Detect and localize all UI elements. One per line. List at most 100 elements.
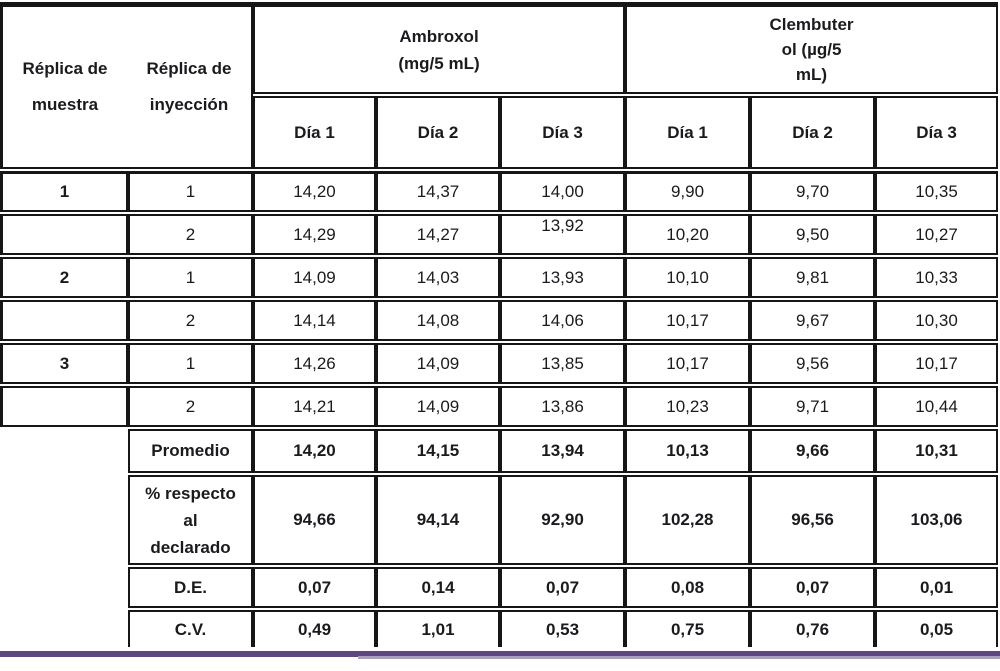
value-cell: 9,90 <box>625 171 751 212</box>
value-cell: 10,44 <box>875 386 999 427</box>
value-cell: 14,08 <box>376 300 500 341</box>
value-cell: 96,56 <box>750 475 876 565</box>
value-cell: 14,09 <box>253 257 376 298</box>
header-group-clembuterol: Clembuter ol (µg/5 mL) <box>625 2 999 94</box>
table-row: 3 1 14,26 14,09 13,85 10,17 9,56 10,17 <box>0 343 999 384</box>
header-dia-4: Día 1 <box>625 96 751 169</box>
value-cell: 9,50 <box>750 214 876 255</box>
value-cell: 0,76 <box>750 610 876 647</box>
empty-cell <box>0 475 128 565</box>
value-cell: 9,70 <box>750 171 876 212</box>
value-cell: 9,66 <box>750 429 876 473</box>
value-cell: 14,09 <box>376 343 500 384</box>
purple-bar-dark <box>0 651 1000 657</box>
value-cell: 14,00 <box>500 171 626 212</box>
value-cell: 10,17 <box>875 343 999 384</box>
value-cell: 10,17 <box>625 343 751 384</box>
table-row: 2 1 14,09 14,03 13,93 10,10 9,81 10,33 <box>0 257 999 298</box>
value-cell: 10,31 <box>875 429 999 473</box>
value-cell: 94,66 <box>253 475 376 565</box>
value-cell: 13,93 <box>500 257 626 298</box>
value-cell: 14,06 <box>500 300 626 341</box>
value-cell: 10,23 <box>625 386 751 427</box>
value-cell: 0,07 <box>750 567 876 608</box>
purple-bar-light <box>358 656 1000 659</box>
value-cell: 14,29 <box>253 214 376 255</box>
header-dia-3: Día 3 <box>500 96 626 169</box>
table-row: 1 1 14,20 14,37 14,00 9,90 9,70 10,35 <box>0 171 999 212</box>
value-cell: 0,14 <box>376 567 500 608</box>
inyeccion-cell: 1 <box>128 343 253 384</box>
summary-label: C.V. <box>128 610 253 647</box>
muestra-cell <box>0 386 128 427</box>
summary-row-promedio: Promedio 14,20 14,15 13,94 10,13 9,66 10… <box>0 429 999 473</box>
value-cell: 1,01 <box>376 610 500 647</box>
value-cell: 13,86 <box>500 386 626 427</box>
value-cell: 14,14 <box>253 300 376 341</box>
value-cell: 14,09 <box>376 386 500 427</box>
inyeccion-cell: 1 <box>128 257 253 298</box>
value-cell: 0,75 <box>625 610 751 647</box>
value-cell: 14,15 <box>376 429 500 473</box>
value-cell: 14,21 <box>253 386 376 427</box>
value-cell: 14,20 <box>253 429 376 473</box>
header-dia-5: Día 2 <box>750 96 876 169</box>
value-cell: 10,35 <box>875 171 999 212</box>
header-replica-inyeccion: Réplica de inyección <box>146 59 232 114</box>
summary-label: % respecto al declarado <box>128 475 253 565</box>
value-cell: 14,03 <box>376 257 500 298</box>
header-replica: Réplica de muestra Réplica de inyección <box>0 2 253 169</box>
value-cell: 14,37 <box>376 171 500 212</box>
value-cell: 10,13 <box>625 429 751 473</box>
value-cell: 0,08 <box>625 567 751 608</box>
value-cell: 13,92 <box>500 214 626 255</box>
value-cell: 0,53 <box>500 610 626 647</box>
header-replica-muestra: Réplica de muestra <box>22 59 108 114</box>
value-cell: 10,10 <box>625 257 751 298</box>
value-cell: 13,94 <box>500 429 626 473</box>
value-cell: 9,71 <box>750 386 876 427</box>
header-dia-1: Día 1 <box>253 96 376 169</box>
empty-cell <box>0 567 128 608</box>
value-cell: 13,85 <box>500 343 626 384</box>
raised-value: 13,92 <box>541 215 584 235</box>
muestra-cell: 2 <box>0 257 128 298</box>
value-cell: 0,07 <box>253 567 376 608</box>
inyeccion-cell: 2 <box>128 386 253 427</box>
value-cell: 10,27 <box>875 214 999 255</box>
summary-label: Promedio <box>128 429 253 473</box>
header-dia-6: Día 3 <box>875 96 999 169</box>
muestra-cell: 3 <box>0 343 128 384</box>
results-table: Réplica de muestra Réplica de inyección … <box>0 2 999 647</box>
value-cell: 10,17 <box>625 300 751 341</box>
table-row: 2 14,14 14,08 14,06 10,17 9,67 10,30 <box>0 300 999 341</box>
value-cell: 103,06 <box>875 475 999 565</box>
table-row: 2 14,29 14,27 13,92 10,20 9,50 10,27 <box>0 214 999 255</box>
value-cell: 94,14 <box>376 475 500 565</box>
summary-row-de: D.E. 0,07 0,14 0,07 0,08 0,07 0,01 <box>0 567 999 608</box>
inyeccion-cell: 2 <box>128 300 253 341</box>
header-dia-2: Día 2 <box>376 96 500 169</box>
value-cell: 14,20 <box>253 171 376 212</box>
value-cell: 9,67 <box>750 300 876 341</box>
value-cell: 10,33 <box>875 257 999 298</box>
value-cell: 10,20 <box>625 214 751 255</box>
summary-row-porcentaje: % respecto al declarado 94,66 94,14 92,9… <box>0 475 999 565</box>
inyeccion-cell: 2 <box>128 214 253 255</box>
purple-bottom-bar <box>0 651 1000 663</box>
summary-label: D.E. <box>128 567 253 608</box>
value-cell: 0,05 <box>875 610 999 647</box>
value-cell: 9,81 <box>750 257 876 298</box>
value-cell: 0,07 <box>500 567 626 608</box>
value-cell: 0,49 <box>253 610 376 647</box>
value-cell: 92,90 <box>500 475 626 565</box>
header-group-ambroxol: Ambroxol (mg/5 mL) <box>253 2 626 94</box>
empty-cell <box>0 429 128 473</box>
value-cell: 14,27 <box>376 214 500 255</box>
value-cell: 102,28 <box>625 475 751 565</box>
value-cell: 0,01 <box>875 567 999 608</box>
inyeccion-cell: 1 <box>128 171 253 212</box>
value-cell: 10,30 <box>875 300 999 341</box>
muestra-cell <box>0 300 128 341</box>
value-cell: 14,26 <box>253 343 376 384</box>
